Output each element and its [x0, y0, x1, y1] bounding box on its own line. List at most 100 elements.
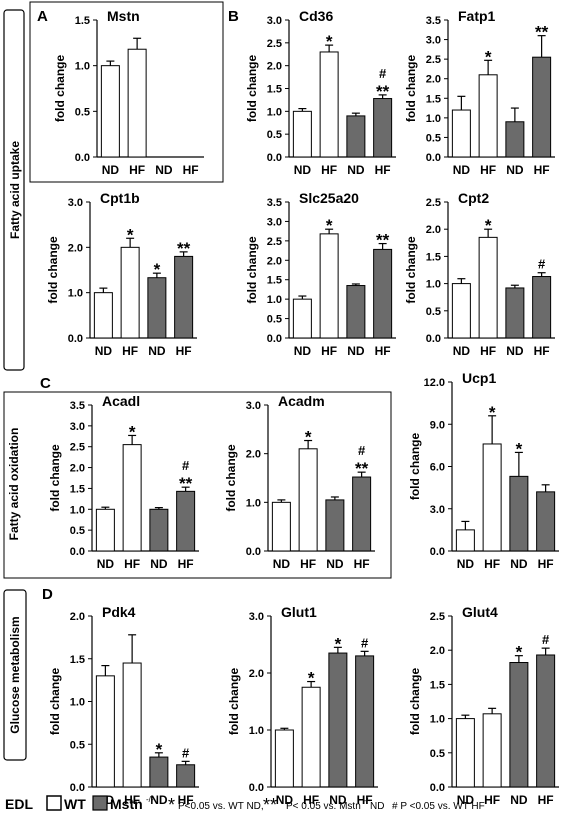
- legend-mstn-superscript: -/-: [146, 795, 154, 804]
- chart-annotation-slc25a20: *: [326, 216, 333, 235]
- chart-bar-cpt2-1: [478, 236, 498, 339]
- chart-bar-cpt1b-0: [93, 292, 113, 339]
- chart-bar-slc25a20-3: [373, 248, 393, 339]
- chart-xtick-label-cd36: ND: [347, 163, 365, 177]
- chart-ytick-label-cd36: 3.0: [267, 15, 282, 27]
- chart-title-ucp1: Ucp1: [462, 370, 496, 386]
- chart-xtick-label-mstn: HF: [129, 163, 145, 177]
- chart-ytick-label-cd36: 2.5: [267, 38, 282, 50]
- chart-xtick-label-cpt2: ND: [453, 344, 471, 358]
- chart-ytick-label-cd36: 0.0: [267, 152, 282, 164]
- chart-ytick-label-fatp1: 1.0: [426, 113, 441, 125]
- chart-annotation-cd36: **: [376, 82, 390, 101]
- chart-xtick-label-cpt1b: ND: [148, 344, 166, 358]
- chart-ytick-label-glut4: 0.5: [430, 748, 445, 760]
- chart-ytick-label-slc25a20: 2.0: [267, 255, 282, 267]
- chart-xtick-label-pdk4: HF: [124, 793, 140, 807]
- panel-letter-b: B: [228, 8, 239, 25]
- chart-ytick-label-glut4: 2.5: [430, 611, 445, 623]
- chart-xtick-label-cd36: HF: [321, 163, 337, 177]
- chart-xtick-label-acadl: ND: [97, 557, 115, 571]
- chart-xtick-label-fatp1: ND: [506, 163, 524, 177]
- chart-ytick-label-cpt1b: 0.0: [68, 333, 83, 345]
- chart-bar-pdk4-3: [176, 764, 196, 788]
- chart-bar-glut4-2: [509, 662, 529, 788]
- chart-xtick-label-fatp1: HF: [534, 163, 550, 177]
- frame-fatty-acid-uptake: [3, 9, 25, 371]
- chart-ytick-label-cd36: 1.5: [267, 84, 282, 96]
- chart-xtick-label-acadm: HF: [354, 557, 370, 571]
- chart-ytick-label-pdk4: 1.5: [70, 654, 85, 666]
- chart-title-glut1: Glut1: [281, 604, 317, 620]
- legend-tissue: EDL: [5, 796, 33, 812]
- chart-ytick-label-glut4: 0.0: [430, 782, 445, 794]
- chart-ytick-label-pdk4: 0.5: [70, 739, 85, 751]
- chart-glut1: Glut1 fold change 0.0 1.0 2.0 3.0 ND * HF * ND # HF: [227, 604, 378, 807]
- chart-annotation-glut4: *: [516, 643, 523, 662]
- chart-bar-cpt2-3: [532, 276, 552, 339]
- chart-ylabel-fatp1: fold change: [404, 55, 418, 123]
- chart-ylabel-cpt2: fold change: [404, 236, 418, 304]
- chart-xtick-label-cpt1b: HF: [122, 344, 138, 358]
- chart-slc25a20: Slc25a20 fold change 0.0 0.5 1.0 1.5 2.0 2.5 3.0…: [245, 190, 396, 358]
- chart-xtick-label-ucp1: HF: [538, 557, 554, 571]
- chart-ytick-label-cpt2: 0.5: [426, 306, 441, 318]
- chart-ytick-label-acadl: 1.0: [70, 504, 85, 516]
- chart-annotation-acadm: *: [305, 428, 312, 447]
- side-label-fatty-acid-uptake: Fatty acid uptake: [8, 141, 22, 239]
- legend-mstn-label: Mstn: [110, 796, 143, 812]
- chart-ytick-label-glut4: 1.0: [430, 714, 445, 726]
- chart-title-slc25a20: Slc25a20: [299, 190, 359, 206]
- chart-ytick-label-acadl: 0.5: [70, 525, 85, 537]
- chart-glut4: Glut4 fold change 0.0 0.5 1.0 1.5 2.0 2.5 ND HF * N…: [408, 604, 559, 807]
- chart-annotation-fatp1: *: [485, 47, 492, 66]
- chart-annotation-slc25a20: **: [376, 231, 390, 250]
- chart-xtick-label-acadm: ND: [326, 557, 344, 571]
- chart-xtick-label-mstn: HF: [183, 163, 199, 177]
- chart-ytick-label-cpt2: 1.5: [426, 251, 441, 263]
- chart-xtick-label-glut4: ND: [457, 793, 475, 807]
- chart-annotation-cd36: *: [326, 32, 333, 51]
- side-label-glucose-metabolism: Glucose metabolism: [8, 616, 22, 733]
- chart-title-pdk4: Pdk4: [102, 604, 136, 620]
- panel-letter-d: D: [42, 586, 53, 603]
- chart-acadl: Acadl fold change 0.0 0.5 1.0 1.5 2.0 2.5 3.0 3.5…: [48, 393, 199, 571]
- chart-xtick-label-fatp1: ND: [453, 163, 471, 177]
- chart-ytick-label-slc25a20: 2.5: [267, 236, 282, 248]
- chart-xtick-label-cpt1b: HF: [176, 344, 192, 358]
- chart-title-cpt2: Cpt2: [458, 190, 489, 206]
- chart-bar-cpt1b-3: [174, 255, 194, 339]
- legend-double-star-superscript: -/-: [364, 798, 371, 805]
- chart-bar-cd36-3: [373, 98, 393, 158]
- chart-xtick-label-acadl: ND: [150, 557, 168, 571]
- chart-ylabel-slc25a20: fold change: [245, 236, 259, 304]
- chart-xtick-label-cd36: HF: [375, 163, 391, 177]
- chart-bar-acadm-0: [271, 501, 291, 552]
- chart-title-cd36: Cd36: [299, 8, 333, 24]
- chart-ytick-label-ucp1: 3.0: [430, 504, 445, 516]
- chart-xtick-label-glut4: HF: [538, 793, 554, 807]
- chart-ytick-label-cpt2: 1.0: [426, 279, 441, 291]
- chart-ylabel-mstn: fold change: [53, 55, 67, 123]
- chart-annotation-acadm: #: [358, 443, 366, 458]
- legend-star-note: P<0.05 vs. WT ND,: [178, 801, 264, 812]
- chart-ylabel-cd36: fold change: [245, 55, 259, 123]
- chart-ytick-label-glut4: 1.5: [430, 679, 445, 691]
- chart-ytick-label-mstn: 0.0: [75, 152, 90, 164]
- chart-ytick-label-acadm: 1.0: [246, 497, 261, 509]
- chart-bar-cpt1b-1: [120, 246, 140, 339]
- chart-ytick-label-acadl: 2.0: [70, 463, 85, 475]
- frame-panel-a: [29, 1, 224, 183]
- chart-xtick-label-cpt2: HF: [480, 344, 496, 358]
- legend-hash-note: # P <0.05 vs. WT HF: [392, 801, 485, 812]
- chart-annotation-cpt1b: *: [154, 260, 161, 279]
- chart-xtick-label-cpt2: HF: [534, 344, 550, 358]
- chart-xtick-label-glut1: HF: [357, 793, 373, 807]
- chart-ytick-label-glut1: 0.0: [249, 782, 264, 794]
- chart-bar-glut4-0: [455, 718, 475, 788]
- frame-fatty-acid-oxidation: [3, 391, 392, 579]
- chart-ytick-label-slc25a20: 0.5: [267, 314, 282, 326]
- chart-ytick-label-ucp1: 0.0: [430, 546, 445, 558]
- chart-bar-glut4-1: [482, 713, 502, 788]
- chart-title-fatp1: Fatp1: [458, 8, 496, 24]
